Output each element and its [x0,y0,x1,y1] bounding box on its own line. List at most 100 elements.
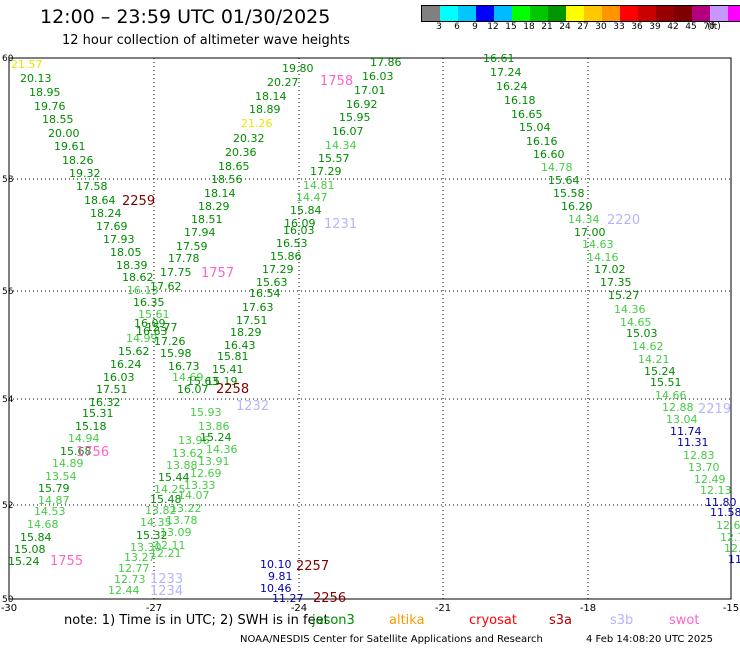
legend-swatch [602,6,620,21]
wave-height-value: 17.00 [574,226,606,239]
wave-height-value: 17.75 [160,266,192,279]
wave-height-value: 16.73 [168,360,200,373]
wave-height-value: 14.25 [154,483,186,496]
wave-height-value: 14.94 [68,432,100,445]
wave-height-value: 16.63 [136,325,168,338]
wave-height-value: 16.09 [134,317,166,330]
wave-height-value: 13.54 [45,470,77,483]
wave-height-value: 13.22 [170,502,202,515]
wave-height-value: 16.43 [224,339,256,352]
wave-height-value: 15.32 [136,529,168,542]
wave-height-value: 13.96 [178,434,210,447]
lon-label: -21 [435,603,451,614]
wave-height-value: 16.24 [110,358,142,371]
wave-height-value: 18.14 [255,90,287,103]
wave-height-value: 16.24 [496,80,528,93]
wave-height-value: 15.19 [206,375,238,388]
wave-height-value: 15.79 [38,482,70,495]
lat-label: 56 [2,287,14,297]
wave-height-value: 15.04 [519,121,551,134]
map-frame [8,57,732,600]
track-id-label: 1757 [201,266,234,281]
wave-height-value: 20.36 [225,146,257,159]
wave-height-value: 19.76 [34,100,66,113]
wave-height-value: 14.34 [325,139,357,152]
wave-height-value: 13.86 [198,420,230,433]
legend-swatch [674,6,692,21]
wave-height-value: 17.94 [184,226,216,239]
wave-height-value: 14.07 [178,489,210,502]
wave-height-value: 15.93 [190,406,222,419]
wave-height-value: 16.65 [511,108,543,121]
wave-height-value: 15.58 [553,187,585,200]
wave-height-value: 13.82 [145,504,177,517]
wave-height-value: 14.16 [587,251,619,264]
wave-height-value: 15.24 [200,431,232,444]
wave-height-value: 11.80 [705,496,737,509]
wave-height-value: 14.53 [34,505,66,518]
wave-height-value: 14.99 [126,332,158,345]
wave-height-value: 11. [728,553,740,566]
wave-height-value: 13.70 [688,461,720,474]
wave-height-value: 20.00 [48,127,80,140]
wave-height-value: 17.24 [490,66,522,79]
wave-height-value: 12.49 [694,473,726,486]
legend-swatch [512,6,530,21]
wave-height-value: 13.78 [166,514,198,527]
wave-height-value: 16.18 [504,94,536,107]
wave-height-value: 17.86 [370,56,402,69]
track-id-label: 2256 [313,591,346,606]
lat-label: 52 [2,501,13,511]
wave-height-value: 14.68 [27,518,59,531]
lon-label: -18 [580,603,596,614]
wave-height-value: 12.21 [150,547,182,560]
wave-height-value: 18.05 [110,246,142,259]
wave-height-value: 16.53 [276,237,308,250]
wave-height-value: 19.61 [54,140,86,153]
wave-height-value: 15.27 [608,289,640,302]
wave-height-value: 12.44 [108,584,140,597]
wave-height-value: 14.66 [655,389,687,402]
track-id-label: 1758 [320,74,353,89]
wave-height-value: 14.63 [582,238,614,251]
satellite-key-s3a: s3a [549,613,573,628]
lat-label: 60 [2,54,14,64]
wave-height-value: 15.41 [212,363,244,376]
legend-label: 21 [541,22,553,32]
wave-height-value: 15.08 [14,543,46,556]
wave-height-value: 19.32 [69,167,101,180]
lon-label: -24 [291,603,307,614]
wave-height-value: 18.51 [191,213,223,226]
wave-height-value: 16.03 [103,371,135,384]
wave-height-value: 12.13 [700,484,732,497]
legend-swatch [476,6,494,21]
wave-height-value: 11.74 [670,425,702,438]
lon-label: -30 [1,603,17,614]
track-id-label: 1233 [150,572,183,587]
wave-height-value: 13.62 [172,447,204,460]
wave-height-value: 20.32 [233,132,265,145]
wave-height-value: 15.31 [82,407,114,420]
wave-height-value: 16.16 [526,135,558,148]
legend-swatch [728,6,740,21]
wave-height-value: 15.61 [138,308,170,321]
wave-height-value: 14.36 [614,303,646,316]
wave-height-value: 13.91 [198,455,230,468]
wave-height-value: 12.69 [190,467,222,480]
track-id-label: 1756 [76,445,109,460]
track-id-label: 2219 [698,402,731,417]
wave-height-value: 18.39 [116,259,148,272]
satellite-key-swot: swot [669,613,700,628]
legend-label: 24 [559,22,571,32]
legend-swatch [422,6,440,21]
lat-label: 58 [2,175,14,185]
wave-height-value: 16.20 [561,200,593,213]
wave-height-value: 17.69 [96,220,128,233]
wave-height-value: 15.44 [158,471,190,484]
legend-label: 6 [454,22,460,32]
wave-height-value: 18.89 [249,103,281,116]
legend-label: 70 [703,22,715,32]
wave-height-value: 17.02 [594,263,626,276]
track-id-label: 2259 [122,194,155,209]
legend-swatch [638,6,656,21]
